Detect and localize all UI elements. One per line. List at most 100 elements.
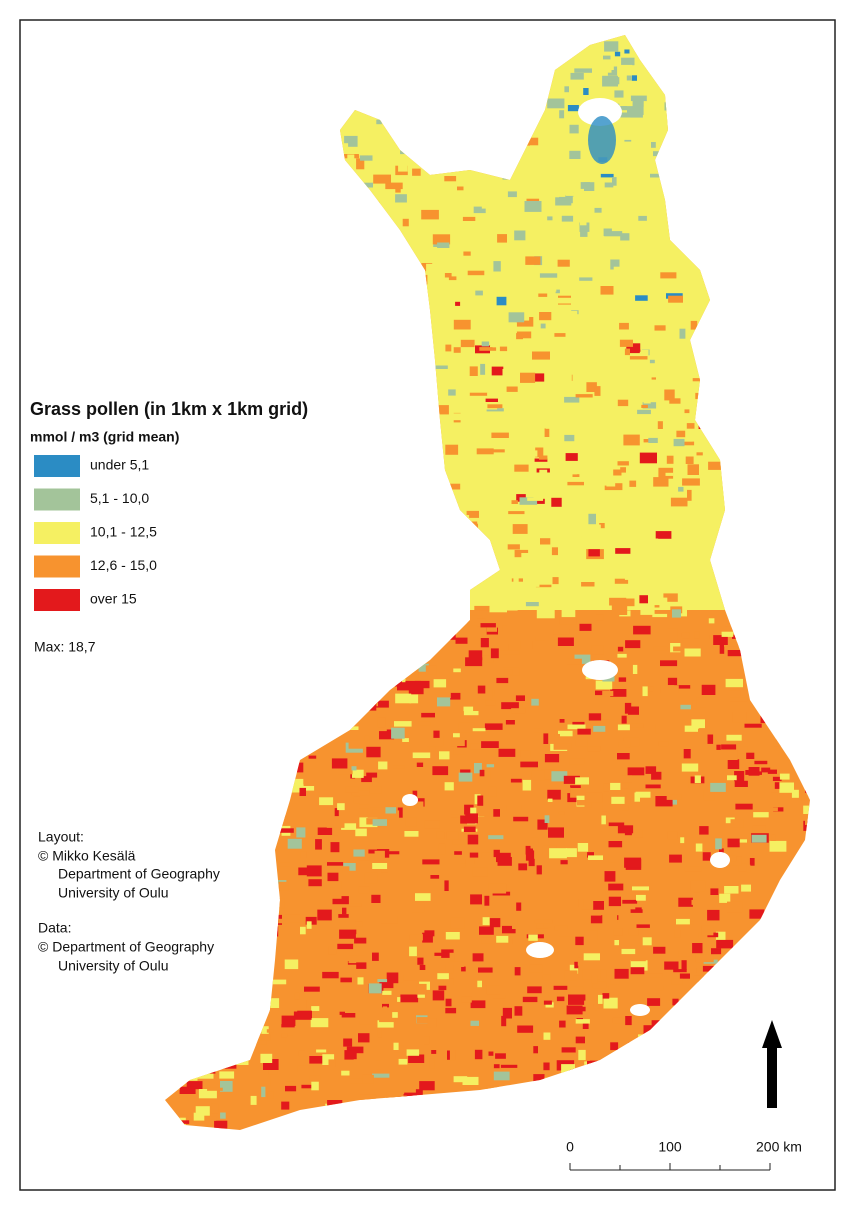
raster-cell bbox=[297, 999, 307, 1009]
raster-cell bbox=[237, 84, 245, 94]
raster-cell bbox=[242, 35, 247, 42]
raster-cell bbox=[330, 887, 336, 896]
raster-cell bbox=[501, 702, 519, 710]
raster-cell bbox=[216, 281, 230, 290]
raster-cell bbox=[336, 422, 342, 430]
raster-cell bbox=[312, 370, 328, 379]
raster-cell bbox=[472, 867, 488, 877]
raster-cell bbox=[645, 71, 650, 78]
raster-cell bbox=[329, 200, 339, 212]
raster-cell bbox=[702, 965, 714, 972]
raster-cell bbox=[803, 423, 810, 428]
lake bbox=[526, 942, 554, 958]
raster-cell bbox=[502, 925, 516, 934]
raster-cell bbox=[346, 309, 353, 320]
raster-cell bbox=[770, 1108, 779, 1115]
raster-cell bbox=[182, 452, 199, 458]
raster-cell bbox=[258, 167, 272, 178]
raster-cell bbox=[689, 1113, 706, 1119]
raster-cell bbox=[226, 764, 237, 768]
raster-cell bbox=[789, 748, 807, 754]
raster-cell bbox=[287, 580, 292, 589]
raster-cell bbox=[539, 273, 558, 278]
raster-cell bbox=[691, 58, 699, 68]
raster-cell bbox=[496, 677, 509, 684]
raster-cell bbox=[211, 805, 217, 815]
raster-cell bbox=[781, 1059, 800, 1063]
raster-cell bbox=[712, 209, 723, 217]
raster-cell bbox=[716, 744, 721, 750]
raster-cell bbox=[767, 542, 780, 548]
raster-cell bbox=[227, 141, 233, 153]
raster-cell bbox=[334, 341, 352, 350]
raster-cell bbox=[604, 41, 619, 52]
raster-cell bbox=[569, 758, 585, 765]
raster-cell bbox=[544, 1133, 553, 1144]
raster-cell bbox=[536, 553, 551, 558]
raster-cell bbox=[580, 287, 594, 295]
raster-cell bbox=[625, 1016, 632, 1026]
raster-cell bbox=[446, 377, 461, 384]
raster-cell bbox=[264, 511, 278, 520]
raster-cell bbox=[624, 49, 630, 54]
raster-cell bbox=[533, 1046, 538, 1054]
raster-cell bbox=[799, 960, 810, 970]
raster-cell bbox=[809, 485, 810, 493]
raster-cell bbox=[433, 730, 440, 738]
raster-cell bbox=[599, 1122, 608, 1130]
raster-cell bbox=[692, 943, 703, 954]
legend-swatch bbox=[34, 488, 80, 511]
raster-cell bbox=[531, 770, 545, 781]
raster-cell bbox=[191, 836, 204, 845]
raster-cell bbox=[813, 394, 819, 398]
raster-cell bbox=[544, 35, 562, 39]
raster-cell bbox=[467, 615, 483, 626]
raster-cell bbox=[683, 1014, 695, 1022]
raster-cell bbox=[391, 727, 405, 739]
raster-cell bbox=[314, 283, 321, 290]
raster-cell bbox=[505, 592, 519, 600]
raster-cell bbox=[639, 1081, 654, 1086]
raster-cell bbox=[199, 525, 216, 535]
raster-cell bbox=[306, 670, 314, 677]
raster-cell bbox=[241, 643, 248, 647]
raster-cell bbox=[473, 206, 486, 214]
raster-cell bbox=[228, 677, 242, 688]
raster-cell bbox=[602, 805, 608, 812]
raster-cell bbox=[671, 535, 688, 539]
raster-cell bbox=[671, 565, 685, 574]
raster-cell bbox=[809, 323, 810, 332]
raster-cell bbox=[369, 699, 377, 711]
raster-cell bbox=[281, 1024, 295, 1028]
raster-cell bbox=[346, 1046, 364, 1054]
raster-cell bbox=[578, 898, 584, 907]
raster-cell bbox=[661, 151, 668, 162]
raster-cell bbox=[378, 528, 395, 538]
raster-cell bbox=[434, 365, 448, 369]
raster-cell bbox=[645, 973, 663, 978]
raster-cell bbox=[377, 1020, 394, 1028]
raster-cell bbox=[564, 86, 569, 93]
raster-cell bbox=[660, 1084, 667, 1089]
raster-cell bbox=[281, 674, 294, 681]
raster-cell bbox=[538, 226, 544, 234]
raster-cell bbox=[319, 660, 333, 670]
raster-cell bbox=[482, 655, 494, 663]
raster-cell bbox=[786, 597, 800, 602]
raster-cell bbox=[681, 1013, 693, 1019]
raster-cell bbox=[541, 52, 553, 61]
raster-cell bbox=[304, 986, 320, 992]
raster-cell bbox=[466, 155, 483, 163]
raster-cell bbox=[778, 76, 792, 85]
raster-cell bbox=[748, 762, 762, 772]
raster-cell bbox=[522, 582, 540, 587]
raster-cell bbox=[707, 79, 715, 90]
raster-cell bbox=[727, 901, 743, 913]
raster-cell bbox=[238, 385, 244, 393]
raster-cell bbox=[506, 386, 518, 392]
raster-cell bbox=[731, 359, 742, 370]
raster-cell bbox=[238, 971, 251, 983]
raster-cell bbox=[527, 67, 536, 72]
raster-cell bbox=[395, 194, 407, 203]
raster-cell bbox=[514, 1006, 523, 1016]
